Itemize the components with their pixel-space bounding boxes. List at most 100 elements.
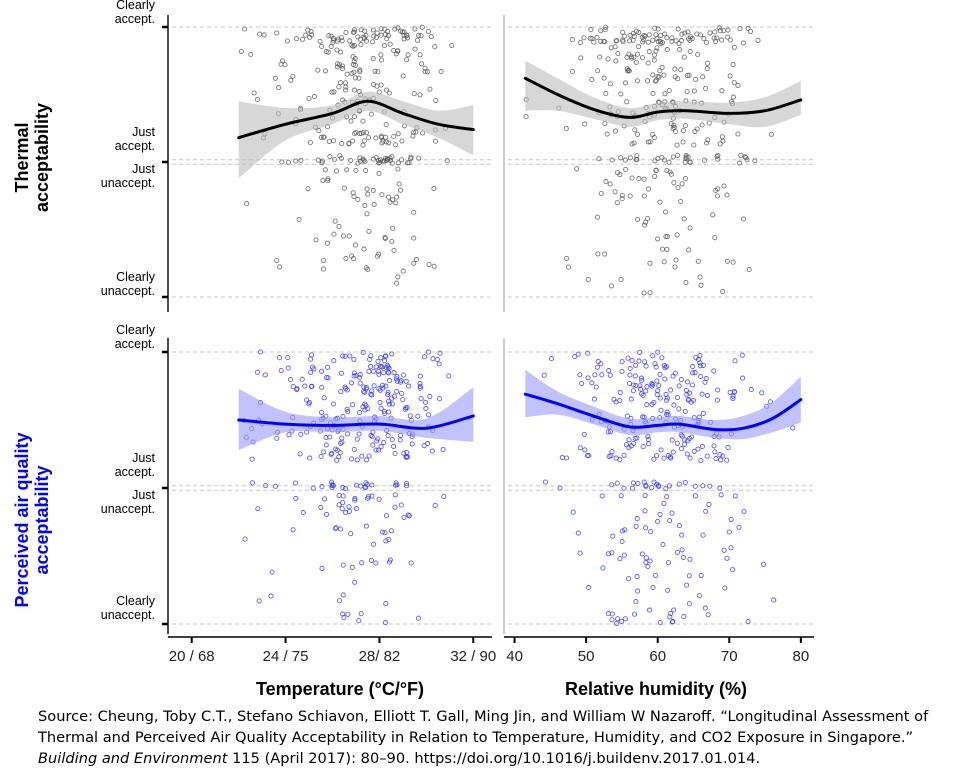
- data-point: [627, 365, 633, 372]
- data-point: [404, 480, 410, 487]
- data-point: [699, 443, 705, 449]
- data-point: [415, 32, 422, 39]
- data-point: [299, 376, 305, 382]
- data-point: [370, 156, 376, 162]
- data-point: [620, 39, 626, 45]
- data-point: [438, 69, 444, 75]
- data-point: [307, 455, 313, 461]
- data-point: [676, 406, 682, 412]
- data-point: [376, 447, 382, 453]
- data-point: [375, 69, 381, 75]
- data-point: [322, 496, 328, 502]
- data-point: [614, 200, 620, 206]
- x-tick-label: 24 / 75: [263, 648, 309, 665]
- data-point: [724, 192, 730, 198]
- data-point: [395, 48, 401, 54]
- data-point: [643, 388, 649, 394]
- data-point: [633, 59, 639, 65]
- data-point: [680, 139, 686, 145]
- data-point: [663, 486, 669, 492]
- data-point: [642, 359, 648, 365]
- data-point: [339, 141, 345, 147]
- data-point: [398, 502, 404, 508]
- data-point: [370, 56, 376, 62]
- data-point: [318, 134, 324, 140]
- data-point: [689, 434, 695, 440]
- data-point: [681, 216, 687, 222]
- data-point: [566, 264, 572, 270]
- data-point: [655, 39, 661, 45]
- data-point: [337, 450, 343, 456]
- data-point: [319, 368, 325, 374]
- data-point: [343, 255, 349, 262]
- data-point: [577, 372, 583, 378]
- data-point: [618, 493, 624, 499]
- data-point: [340, 233, 346, 239]
- data-point: [700, 410, 706, 416]
- data-point: [350, 29, 356, 35]
- data-point: [344, 167, 350, 173]
- data-point: [422, 65, 428, 71]
- data-point: [634, 435, 640, 441]
- data-point: [707, 483, 713, 489]
- data-point: [651, 479, 657, 485]
- source-citation-text: Source: Cheung, Toby C.T., Stefano Schia…: [38, 708, 929, 746]
- data-point: [630, 30, 636, 37]
- data-point: [679, 31, 685, 37]
- data-point: [598, 190, 604, 197]
- data-point: [410, 133, 416, 139]
- data-point: [661, 363, 668, 369]
- data-point: [740, 40, 746, 46]
- data-point: [400, 397, 406, 403]
- data-point: [373, 34, 379, 40]
- panel-r0-c1: [503, 15, 814, 312]
- data-point: [325, 176, 331, 182]
- data-point: [690, 370, 696, 376]
- data-point: [398, 28, 404, 34]
- data-point: [432, 44, 438, 50]
- data-point: [704, 392, 710, 398]
- data-point: [626, 576, 632, 582]
- data-point: [287, 377, 294, 383]
- data-point: [383, 353, 389, 359]
- data-point: [675, 26, 681, 32]
- data-point: [350, 138, 356, 144]
- data-point: [692, 493, 698, 499]
- data-point: [635, 216, 641, 222]
- data-point: [654, 378, 660, 384]
- data-point: [382, 620, 389, 626]
- data-point: [293, 158, 299, 164]
- data-point: [426, 261, 432, 267]
- data-point: [682, 123, 688, 129]
- data-point: [589, 76, 595, 83]
- data-point: [382, 410, 388, 416]
- data-point: [645, 434, 651, 440]
- data-point: [377, 387, 383, 393]
- row-ylabel-line: acceptability: [32, 103, 52, 212]
- data-point: [591, 396, 598, 402]
- data-point: [300, 509, 306, 516]
- data-point: [636, 44, 642, 50]
- data-point: [344, 71, 350, 77]
- data-point: [329, 450, 335, 456]
- data-point: [419, 24, 425, 30]
- data-point: [622, 157, 628, 163]
- data-point: [676, 523, 682, 529]
- data-point: [293, 36, 300, 42]
- data-point: [320, 266, 327, 272]
- data-point: [315, 157, 321, 163]
- data-point: [378, 32, 384, 38]
- data-point: [379, 382, 385, 388]
- data-point: [592, 372, 598, 378]
- data-point: [395, 166, 401, 172]
- data-point: [269, 569, 275, 575]
- data-point: [285, 365, 291, 371]
- data-point: [689, 36, 695, 42]
- data-point: [391, 247, 397, 254]
- data-point: [309, 364, 316, 370]
- data-point: [242, 536, 248, 542]
- data-point: [284, 38, 291, 44]
- data-point: [569, 68, 576, 75]
- data-point: [383, 139, 389, 145]
- data-point: [669, 35, 675, 41]
